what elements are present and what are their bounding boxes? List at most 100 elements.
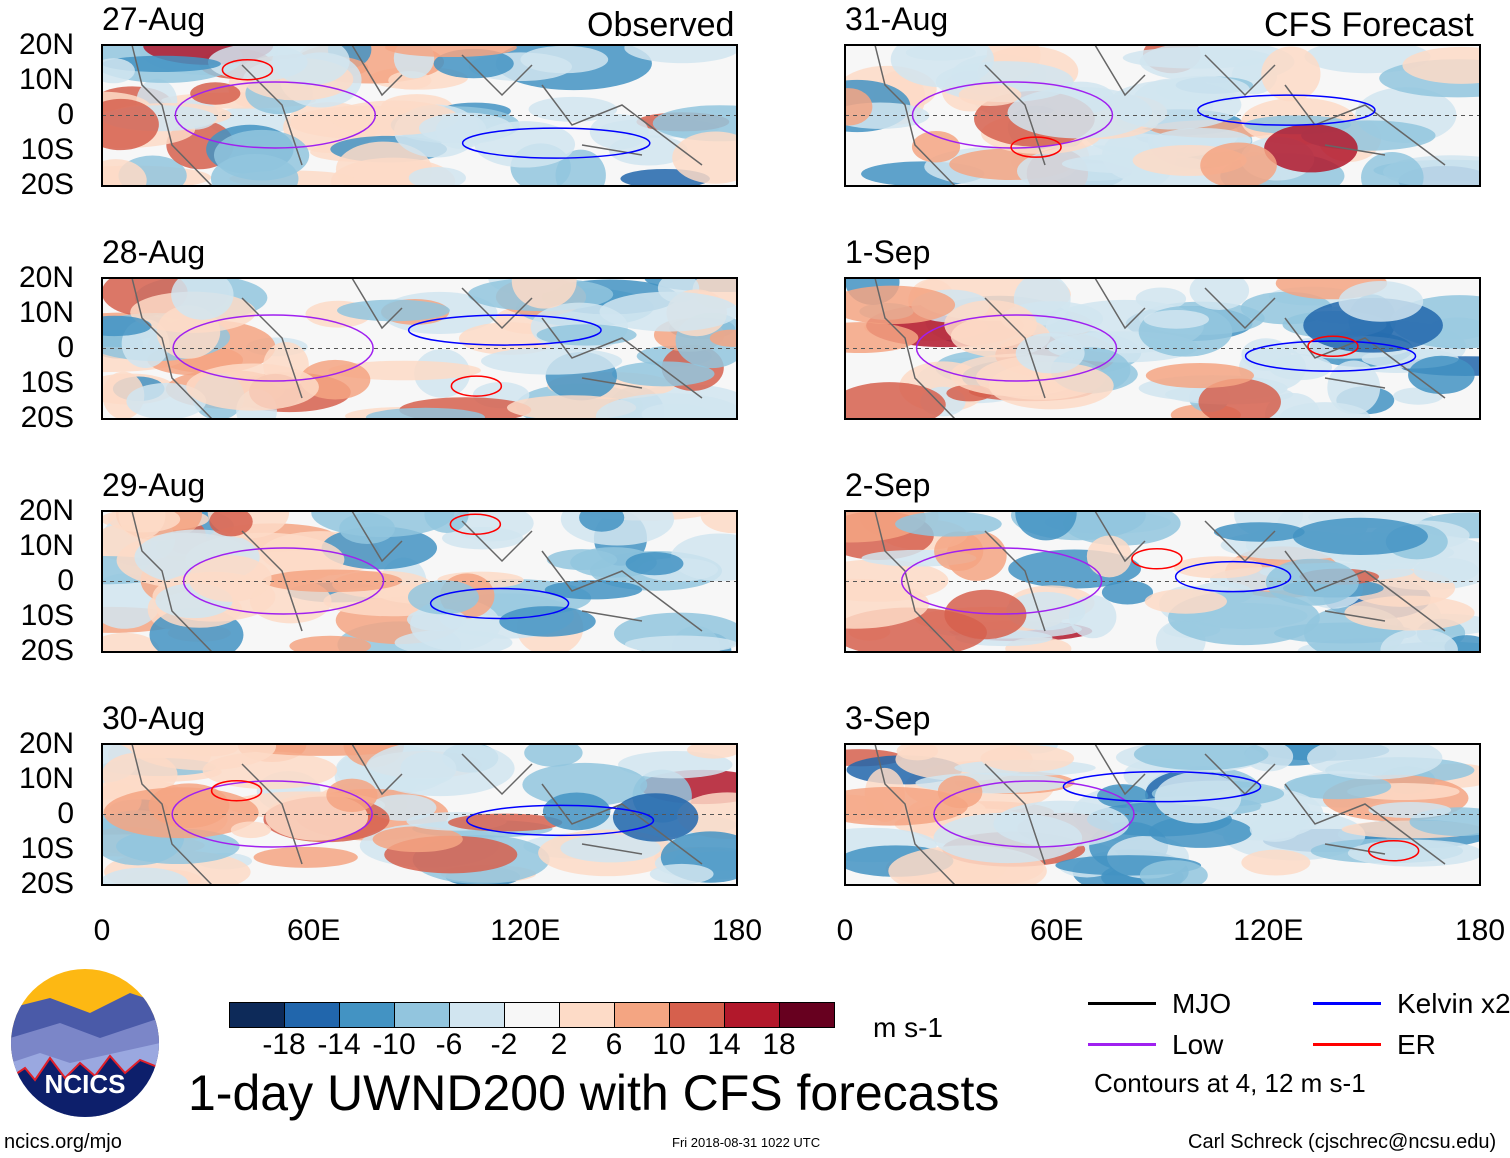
y-tick-label: 20N	[18, 727, 74, 760]
credit: Carl Schreck (cjschrec@ncsu.edu)	[1188, 1131, 1497, 1153]
panel-date: 28-Aug	[102, 234, 206, 270]
low-contour	[172, 314, 374, 382]
y-tick-label: 0	[57, 797, 74, 830]
anomaly-region	[1189, 278, 1250, 310]
er-contour	[449, 513, 502, 536]
anomaly-region	[670, 533, 737, 582]
coastline	[131, 45, 703, 186]
panel-frame	[101, 44, 738, 187]
x-tick-label: 0	[93, 914, 111, 947]
anomaly-region	[522, 762, 648, 807]
anomaly-region	[845, 786, 968, 826]
anomaly-region	[1133, 744, 1269, 771]
colorbar-label: 2	[550, 1028, 568, 1061]
anomaly-region	[687, 744, 737, 759]
anomaly-region	[579, 511, 625, 532]
y-tick-label: 0	[57, 98, 74, 131]
anomaly-region	[980, 745, 1075, 772]
anomaly-region	[118, 511, 166, 539]
map-panel	[101, 510, 738, 653]
timestamp: Fri 2018-08-31 1022 UTC	[672, 1135, 821, 1150]
anomaly-region	[209, 511, 253, 537]
anomaly-region	[102, 315, 152, 337]
colorbar-units: m s-1	[873, 1012, 943, 1043]
anomaly-region	[210, 153, 299, 186]
anomaly-region	[188, 555, 272, 602]
panel-frame	[844, 44, 1481, 187]
panel-date: 2-Sep	[845, 467, 931, 503]
anomaly-region	[1144, 589, 1227, 614]
anomaly-region	[1007, 87, 1153, 139]
anomaly-region	[624, 635, 737, 652]
anomaly-region	[335, 141, 432, 186]
anomaly-region	[1402, 46, 1480, 84]
x-tick-label: 0	[836, 914, 854, 947]
x-tick-label: 180	[711, 914, 763, 947]
map-panel	[844, 743, 1481, 886]
low-contour	[933, 780, 1135, 848]
panel-frame	[101, 510, 738, 653]
panel-date: 3-Sep	[845, 700, 931, 736]
map-panel	[844, 510, 1481, 653]
panel-frame	[101, 743, 738, 886]
anomaly-region	[102, 58, 135, 84]
colorbar-label: 18	[762, 1028, 796, 1061]
panel-frame	[844, 510, 1481, 653]
legend-line	[1313, 1043, 1381, 1046]
low-contour	[900, 547, 1103, 615]
x-tick-label: 60E	[286, 914, 341, 947]
er-contour	[1307, 335, 1359, 358]
colorbar-swatch	[560, 1003, 615, 1027]
anomaly-region	[244, 744, 403, 756]
colorbar-swatch	[450, 1003, 505, 1027]
anomaly-region	[709, 329, 737, 347]
anomaly-region	[372, 826, 463, 853]
anomaly-region	[262, 569, 403, 593]
colorbar-label: -18	[262, 1028, 306, 1061]
anomaly-region	[289, 635, 372, 652]
y-tick-label: 20S	[20, 634, 74, 667]
anomaly-region	[1292, 517, 1428, 556]
anomaly-region	[499, 606, 596, 637]
colorbar-swatch	[505, 1003, 560, 1027]
er-contour	[221, 58, 274, 81]
x-tick-label: 120E	[1233, 914, 1304, 947]
kelvin-contour	[1174, 560, 1292, 593]
site-link[interactable]: ncics.org/mjo	[4, 1131, 122, 1153]
anomaly-region	[253, 846, 358, 868]
colorbar-swatch	[395, 1003, 450, 1027]
anomaly-region	[326, 778, 378, 812]
colorbar-swatch	[780, 1003, 834, 1027]
observed-label: Observed	[587, 6, 735, 44]
colorbar	[229, 1002, 835, 1028]
anomaly-region	[700, 511, 737, 534]
y-tick-label: 10N	[18, 762, 74, 795]
anomaly-region	[424, 511, 469, 533]
anomaly-region	[611, 361, 715, 387]
y-tick-label: 10S	[20, 832, 74, 865]
colorbar-label: -10	[372, 1028, 416, 1061]
anomaly-region	[408, 167, 466, 186]
anomaly-region	[524, 744, 583, 767]
anomaly-region	[102, 867, 189, 885]
low-contour	[915, 314, 1118, 382]
y-tick-label: 20N	[18, 261, 74, 294]
colorbar-swatch	[230, 1003, 285, 1027]
anomaly-region	[1198, 378, 1281, 419]
y-tick-label: 10N	[18, 529, 74, 562]
coastline	[131, 511, 703, 652]
anomaly-region	[1344, 595, 1475, 631]
anomaly-region	[365, 407, 485, 419]
coastline	[874, 45, 1446, 186]
anomaly-region	[1154, 772, 1242, 824]
y-tick-label: 20S	[20, 867, 74, 900]
colorbar-label: -2	[490, 1028, 518, 1061]
er-contour	[1367, 839, 1420, 862]
anomaly-region	[895, 511, 1002, 537]
anomaly-region	[1338, 281, 1424, 322]
panel-date: 27-Aug	[102, 1, 206, 37]
anomaly-region	[536, 324, 637, 346]
logo-text: NCICS	[45, 1069, 126, 1099]
kelvin-contour	[1062, 770, 1262, 803]
anomaly-region	[1122, 47, 1273, 69]
